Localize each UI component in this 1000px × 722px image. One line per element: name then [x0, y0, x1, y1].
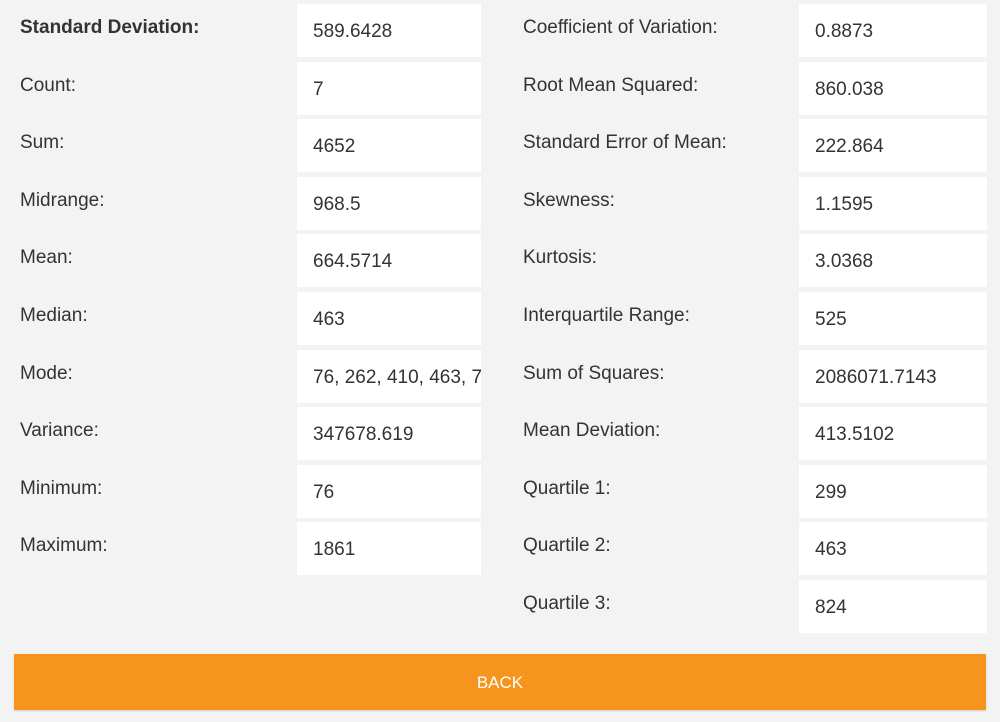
stat-label: Sum:: [20, 132, 65, 154]
stat-row-skewness: Skewness: 1.1595: [503, 173, 1000, 231]
stat-value: 664.5714: [313, 251, 393, 273]
stat-row-sum-of-squares: Sum of Squares: 2086071.7143: [503, 346, 1000, 404]
stat-label: Standard Deviation:: [20, 17, 200, 38]
stat-row-mode: Mode: 76, 262, 410, 463, 7: [0, 346, 490, 404]
stat-value-field[interactable]: 525: [799, 291, 987, 345]
stat-value-field[interactable]: 3.0368: [799, 234, 987, 288]
stat-value-field[interactable]: 860.038: [799, 61, 987, 115]
stat-row-sum: Sum: 4652: [0, 115, 490, 173]
stat-row-count: Count: 7: [0, 58, 490, 116]
stat-value-field[interactable]: 664.5714: [297, 234, 481, 288]
stat-label: Kurtosis:: [523, 247, 597, 269]
stat-value-field[interactable]: 824: [799, 579, 987, 633]
stat-label: Quartile 3:: [523, 592, 611, 614]
stat-value: 299: [815, 481, 847, 503]
stat-row-root-mean-squared: Root Mean Squared: 860.038: [503, 58, 1000, 116]
stat-value-field[interactable]: 1861: [297, 522, 481, 576]
stat-value: 76, 262, 410, 463, 7: [313, 366, 481, 388]
stat-row-standard-deviation: Standard Deviation: 589.6428: [0, 0, 490, 58]
stat-value: 2086071.7143: [815, 366, 937, 388]
stat-value: 968.5: [313, 193, 361, 215]
stat-label: Midrange:: [20, 189, 105, 211]
stat-value-field[interactable]: 2086071.7143: [799, 349, 987, 403]
stat-row-quartile-3: Quartile 3: 824: [503, 576, 1000, 634]
stat-value-field[interactable]: 589.6428: [297, 4, 481, 57]
stats-column-right: Coefficient of Variation: 0.8873 Root Me…: [503, 0, 1000, 634]
stat-value-field[interactable]: 299: [799, 464, 987, 518]
stat-value: 463: [815, 539, 847, 561]
stat-value-field[interactable]: 1.1595: [799, 176, 987, 230]
stat-value: 0.8873: [815, 21, 874, 42]
stat-label: Root Mean Squared:: [523, 74, 699, 96]
stat-value: 525: [815, 308, 847, 330]
stats-column-left: Standard Deviation: 589.6428 Count: 7 Su…: [0, 0, 490, 576]
stat-row-coefficient-of-variation: Coefficient of Variation: 0.8873: [503, 0, 1000, 58]
stat-value: 413.5102: [815, 424, 895, 446]
stat-value: 1.1595: [815, 193, 874, 215]
stat-value-field[interactable]: 4652: [297, 119, 481, 173]
stat-label: Count:: [20, 74, 76, 96]
stat-value: 347678.619: [313, 424, 414, 446]
stat-value: 463: [313, 308, 345, 330]
stat-value-field[interactable]: 0.8873: [799, 4, 987, 57]
stat-label: Sum of Squares:: [523, 362, 665, 384]
stat-value: 7: [313, 78, 324, 100]
stat-row-maximum: Maximum: 1861: [0, 518, 490, 576]
stat-value: 222.864: [815, 136, 884, 158]
stat-label: Maximum:: [20, 535, 108, 557]
stat-value: 76: [313, 481, 335, 503]
stat-label: Mean:: [20, 247, 73, 269]
stat-label: Coefficient of Variation:: [523, 17, 718, 38]
stat-value: 860.038: [815, 78, 884, 100]
back-button[interactable]: BACK: [14, 654, 986, 710]
stat-label: Quartile 2:: [523, 535, 611, 557]
stat-value-field[interactable]: 968.5: [297, 176, 481, 230]
stat-label: Median:: [20, 304, 88, 326]
stat-row-variance: Variance: 347678.619: [0, 403, 490, 461]
stat-label: Variance:: [20, 420, 99, 442]
stat-label: Mean Deviation:: [523, 420, 661, 442]
stat-value-field[interactable]: 413.5102: [799, 407, 987, 461]
stat-value-field[interactable]: 222.864: [799, 119, 987, 173]
stat-value-field[interactable]: 347678.619: [297, 407, 481, 461]
stat-value-field[interactable]: 463: [799, 522, 987, 576]
stat-row-interquartile-range: Interquartile Range: 525: [503, 288, 1000, 346]
stat-row-kurtosis: Kurtosis: 3.0368: [503, 230, 1000, 288]
stat-value-field[interactable]: 463: [297, 291, 481, 345]
stat-label: Quartile 1:: [523, 477, 611, 499]
stat-label: Interquartile Range:: [523, 304, 690, 326]
stat-label: Minimum:: [20, 477, 103, 499]
stat-row-minimum: Minimum: 76: [0, 461, 490, 519]
stat-value: 589.6428: [313, 21, 393, 42]
stat-label: Mode:: [20, 362, 73, 384]
stat-row-midrange: Midrange: 968.5: [0, 173, 490, 231]
stat-value: 3.0368: [815, 251, 874, 273]
stat-row-mean: Mean: 664.5714: [0, 230, 490, 288]
stat-value: 4652: [313, 136, 356, 158]
stat-row-mean-deviation: Mean Deviation: 413.5102: [503, 403, 1000, 461]
stat-value-field[interactable]: 7: [297, 61, 481, 115]
stat-value-field[interactable]: 76: [297, 464, 481, 518]
stat-label: Skewness:: [523, 189, 615, 211]
stat-row-median: Median: 463: [0, 288, 490, 346]
stat-row-quartile-1: Quartile 1: 299: [503, 461, 1000, 519]
stat-label: Standard Error of Mean:: [523, 132, 727, 154]
stat-value: 824: [815, 596, 847, 618]
stat-value-field[interactable]: 76, 262, 410, 463, 7: [297, 349, 481, 403]
stat-row-quartile-2: Quartile 2: 463: [503, 518, 1000, 576]
stat-value: 1861: [313, 539, 356, 561]
stat-row-standard-error-of-mean: Standard Error of Mean: 222.864: [503, 115, 1000, 173]
